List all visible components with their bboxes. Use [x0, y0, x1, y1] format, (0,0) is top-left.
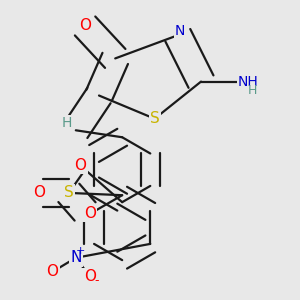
Text: O: O — [46, 264, 58, 279]
Text: O: O — [33, 185, 45, 200]
Text: S: S — [150, 111, 160, 126]
Text: S: S — [64, 185, 74, 200]
Text: O: O — [84, 269, 96, 284]
Text: O: O — [79, 19, 91, 34]
Text: N: N — [175, 24, 185, 38]
Text: H: H — [61, 116, 72, 130]
Text: N: N — [70, 250, 82, 265]
Text: -: - — [94, 274, 99, 287]
Text: NH: NH — [238, 75, 259, 88]
Text: O: O — [84, 206, 96, 221]
Text: O: O — [74, 158, 86, 172]
Text: H: H — [247, 84, 257, 98]
Text: +: + — [76, 246, 85, 256]
